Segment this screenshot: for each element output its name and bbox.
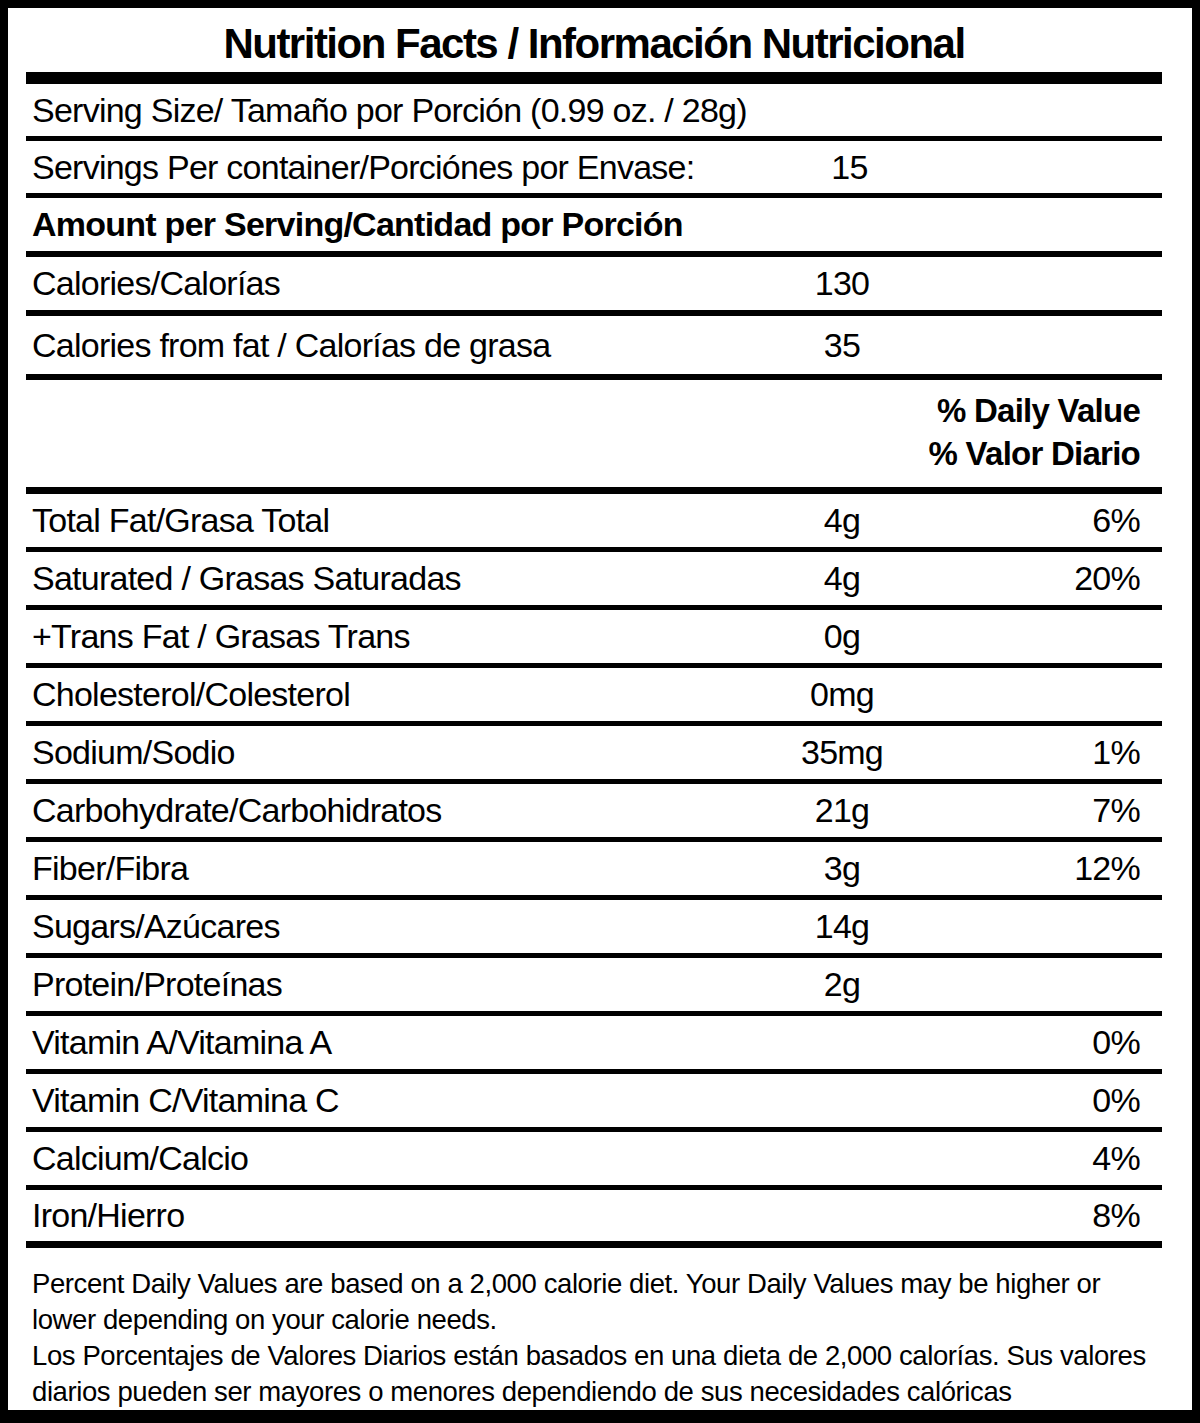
serving-size-label: Serving Size/ Tamaño por Porción (0.99 o… (26, 91, 1162, 130)
daily-value-header-es: % Valor Diario (929, 435, 1140, 473)
nutrient-amount: 4g (687, 501, 997, 540)
footnote-english: Percent Daily Values are based on a 2,00… (32, 1266, 1148, 1338)
nutrient-row: Saturated / Grasas Saturadas 4g 20% (26, 552, 1162, 610)
nutrient-row: Calcium/Calcio 4% (26, 1132, 1162, 1190)
calories-from-fat-label: Calories from fat / Calorías de grasa (26, 326, 687, 365)
nutrient-daily-value: 20% (997, 559, 1162, 598)
nutrient-label: +Trans Fat / Grasas Trans (26, 617, 687, 656)
nutrient-row: Sodium/Sodio 35mg 1% (26, 726, 1162, 784)
nutrient-daily-value: 1% (997, 733, 1162, 772)
nutrient-amount: 3g (687, 849, 997, 888)
nutrient-label: Protein/Proteínas (26, 965, 687, 1004)
nutrient-label: Saturated / Grasas Saturadas (26, 559, 687, 598)
nutrient-row: Carbohydrate/Carbohidratos 21g 7% (26, 784, 1162, 842)
nutrient-label: Iron/Hierro (26, 1196, 687, 1235)
servings-per-container-label: Servings Per container/Porciónes por Env… (26, 148, 694, 187)
daily-value-header: % Daily Value % Valor Diario (26, 380, 1162, 494)
nutrient-daily-value: 4% (997, 1139, 1162, 1178)
nutrient-row: Protein/Proteínas 2g (26, 958, 1162, 1016)
nutrient-row: Vitamin C/Vitamina C 0% (26, 1074, 1162, 1132)
nutrient-label: Fiber/Fibra (26, 849, 687, 888)
calories-from-fat-row: Calories from fat / Calorías de grasa 35 (26, 316, 1162, 380)
nutrient-label: Total Fat/Grasa Total (26, 501, 687, 540)
nutrient-row: Fiber/Fibra 3g 12% (26, 842, 1162, 900)
nutrient-amount: 35mg (687, 733, 997, 772)
nutrient-daily-value: 0% (997, 1081, 1162, 1120)
calories-from-fat-value: 35 (687, 326, 997, 365)
label-title: Nutrition Facts / Información Nutriciona… (26, 8, 1162, 72)
nutrient-label: Vitamin C/Vitamina C (26, 1081, 687, 1120)
servings-per-container-row: Servings Per container/Porciónes por Env… (26, 141, 1162, 198)
nutrition-facts-label: Nutrition Facts / Información Nutriciona… (0, 0, 1200, 1423)
nutrient-rows: Total Fat/Grasa Total 4g 6% Saturated / … (26, 494, 1162, 1248)
serving-size-row: Serving Size/ Tamaño por Porción (0.99 o… (26, 84, 1162, 141)
title-divider (26, 72, 1162, 84)
nutrient-daily-value: 0% (997, 1023, 1162, 1062)
calories-row: Calories/Calorías 130 (26, 257, 1162, 316)
footnote-spanish: Los Porcentajes de Valores Diarios están… (32, 1338, 1148, 1410)
nutrient-row: Iron/Hierro 8% (26, 1190, 1162, 1248)
nutrient-label: Carbohydrate/Carbohidratos (26, 791, 687, 830)
nutrient-amount: 21g (687, 791, 997, 830)
nutrient-amount: 0mg (687, 675, 997, 714)
nutrient-row: +Trans Fat / Grasas Trans 0g (26, 610, 1162, 668)
nutrient-label: Cholesterol/Colesterol (26, 675, 687, 714)
nutrient-label: Sodium/Sodio (26, 733, 687, 772)
nutrient-amount: 4g (687, 559, 997, 598)
nutrient-row: Cholesterol/Colesterol 0mg (26, 668, 1162, 726)
nutrient-daily-value: 12% (997, 849, 1162, 888)
servings-per-container-value: 15 (694, 148, 1004, 187)
nutrient-daily-value: 7% (997, 791, 1162, 830)
nutrient-daily-value: 6% (997, 501, 1162, 540)
daily-value-header-en: % Daily Value (937, 392, 1140, 430)
nutrient-amount: 2g (687, 965, 997, 1004)
nutrient-row: Total Fat/Grasa Total 4g 6% (26, 494, 1162, 552)
nutrient-amount: 14g (687, 907, 997, 946)
calories-value: 130 (687, 264, 997, 303)
amount-per-serving-row: Amount per Serving/Cantidad por Porción (26, 198, 1162, 257)
nutrient-row: Sugars/Azúcares 14g (26, 900, 1162, 958)
calories-label: Calories/Calorías (26, 264, 687, 303)
nutrient-daily-value: 8% (997, 1196, 1162, 1235)
nutrient-row: Vitamin A/Vitamina A 0% (26, 1016, 1162, 1074)
nutrient-label: Vitamin A/Vitamina A (26, 1023, 687, 1062)
amount-per-serving-heading: Amount per Serving/Cantidad por Porción (26, 205, 1162, 244)
nutrient-label: Sugars/Azúcares (26, 907, 687, 946)
nutrient-label: Calcium/Calcio (26, 1139, 687, 1178)
nutrient-amount: 0g (687, 617, 997, 656)
footnotes: Percent Daily Values are based on a 2,00… (26, 1248, 1162, 1410)
